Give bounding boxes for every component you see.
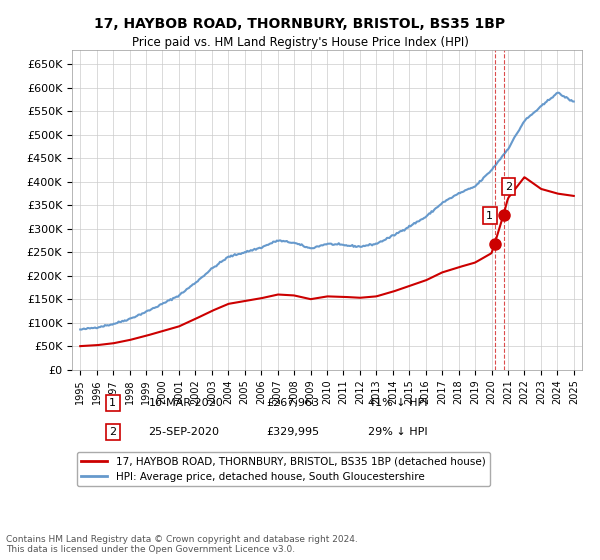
Text: 41% ↓ HPI: 41% ↓ HPI: [368, 398, 427, 408]
Text: 2: 2: [505, 181, 512, 192]
Legend: 17, HAYBOB ROAD, THORNBURY, BRISTOL, BS35 1BP (detached house), HPI: Average pri: 17, HAYBOB ROAD, THORNBURY, BRISTOL, BS3…: [77, 452, 490, 486]
Text: 1: 1: [486, 211, 493, 221]
Text: 1: 1: [109, 398, 116, 408]
Text: 10-MAR-2020: 10-MAR-2020: [149, 398, 223, 408]
Text: 2: 2: [109, 427, 116, 437]
Text: Price paid vs. HM Land Registry's House Price Index (HPI): Price paid vs. HM Land Registry's House …: [131, 36, 469, 49]
Text: £329,995: £329,995: [266, 427, 319, 437]
Text: 29% ↓ HPI: 29% ↓ HPI: [368, 427, 427, 437]
Text: 17, HAYBOB ROAD, THORNBURY, BRISTOL, BS35 1BP: 17, HAYBOB ROAD, THORNBURY, BRISTOL, BS3…: [94, 17, 506, 31]
Text: Contains HM Land Registry data © Crown copyright and database right 2024.
This d: Contains HM Land Registry data © Crown c…: [6, 535, 358, 554]
Text: 25-SEP-2020: 25-SEP-2020: [149, 427, 220, 437]
Text: £267,963: £267,963: [266, 398, 319, 408]
